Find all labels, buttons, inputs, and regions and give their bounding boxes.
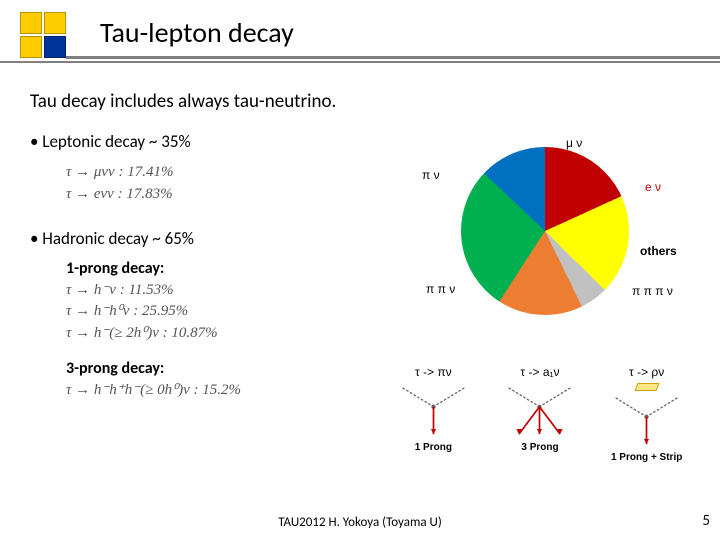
feynman-diagram: τ -> πν 1 Prong [386,365,481,470]
feynman-tag: 1 Prong + Strip [611,452,682,463]
page-title: Tau-lepton decay [100,15,720,50]
pie-graphic [460,146,630,316]
pie-label: μ ν [566,136,582,150]
feynman-diagram: τ -> a₁ν 3 Prong [492,365,587,470]
title-region: Tau-lepton decay [0,0,720,70]
pie-label: π π ν [426,282,455,296]
pie-label: π π π ν [632,284,673,298]
title-underline [0,56,720,63]
strip-icon [634,383,659,391]
pie-label: others [640,244,677,258]
pie-label: π ν [422,168,440,182]
intro-text: Tau decay includes always tau-neutrino. [30,90,690,113]
feynman-caption: τ -> a₁ν [520,365,559,379]
pie-label: e ν [645,180,661,194]
feynman-diagram: τ -> ρν 1 Prong + Strip [599,365,694,470]
pie-chart: μ ν π ν e ν others π π π ν π π ν [410,136,690,331]
page-number: 5 [702,512,710,530]
feynman-tag: 3 Prong [521,442,558,453]
feynman-svg [492,381,587,441]
slide-bullet-logo [20,12,66,58]
feynman-caption: τ -> ρν [629,365,664,379]
feynman-tag: 1 Prong [415,442,452,453]
feynman-caption: τ -> πν [415,365,452,379]
feynman-diagram-row: τ -> πν 1 Prong τ -> a₁ν 3 Prong τ -> ρν 1 Pr… [380,365,700,470]
content-region: Tau decay includes always tau-neutrino. … [0,70,720,402]
feynman-svg [386,381,481,441]
footer-text: TAU2012 H. Yokoya (Toyama U) [0,515,720,530]
feynman-svg [599,391,694,451]
